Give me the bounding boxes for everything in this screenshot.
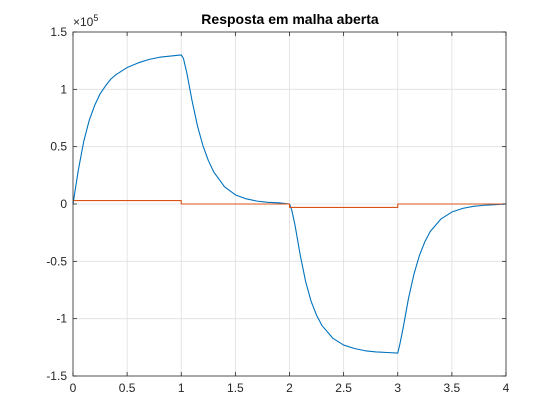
x-tick-label: 1	[178, 381, 185, 395]
y-tick-label: 0.5	[50, 140, 67, 154]
y-tick-label: 1.5	[50, 25, 67, 39]
y-tick-label: 1	[60, 82, 67, 96]
y-exponent-label: ×105	[73, 13, 98, 29]
x-tick-label: 2.5	[335, 381, 352, 395]
x-tick-label: 3	[394, 381, 401, 395]
y-tick-label: -0.5	[46, 254, 67, 268]
y-tick-label: 0	[60, 197, 67, 211]
y-exponent-base: ×10	[73, 15, 94, 29]
x-tick-label: 0	[70, 381, 77, 395]
chart-title: Resposta em malha aberta	[201, 11, 379, 27]
x-tick-labels: 0 0.5 1 1.5 2 2.5 3 3.5 4	[70, 381, 510, 395]
y-tick-label: -1	[56, 312, 67, 326]
series-group	[72, 54, 507, 354]
x-tick-label: 0.5	[119, 381, 136, 395]
x-tick-label: 1.5	[227, 381, 244, 395]
x-tick-label: 3.5	[444, 381, 461, 395]
x-tick-label: 4	[503, 381, 510, 395]
y-tick-labels: -1.5 -1 -0.5 0 0.5 1 1.5	[46, 25, 67, 383]
y-tick-label: -1.5	[46, 369, 67, 383]
x-tick-label: 2	[286, 381, 293, 395]
tick-marks	[72, 31, 507, 377]
series-line-2	[73, 200, 506, 208]
y-exponent-power: 5	[93, 13, 98, 23]
